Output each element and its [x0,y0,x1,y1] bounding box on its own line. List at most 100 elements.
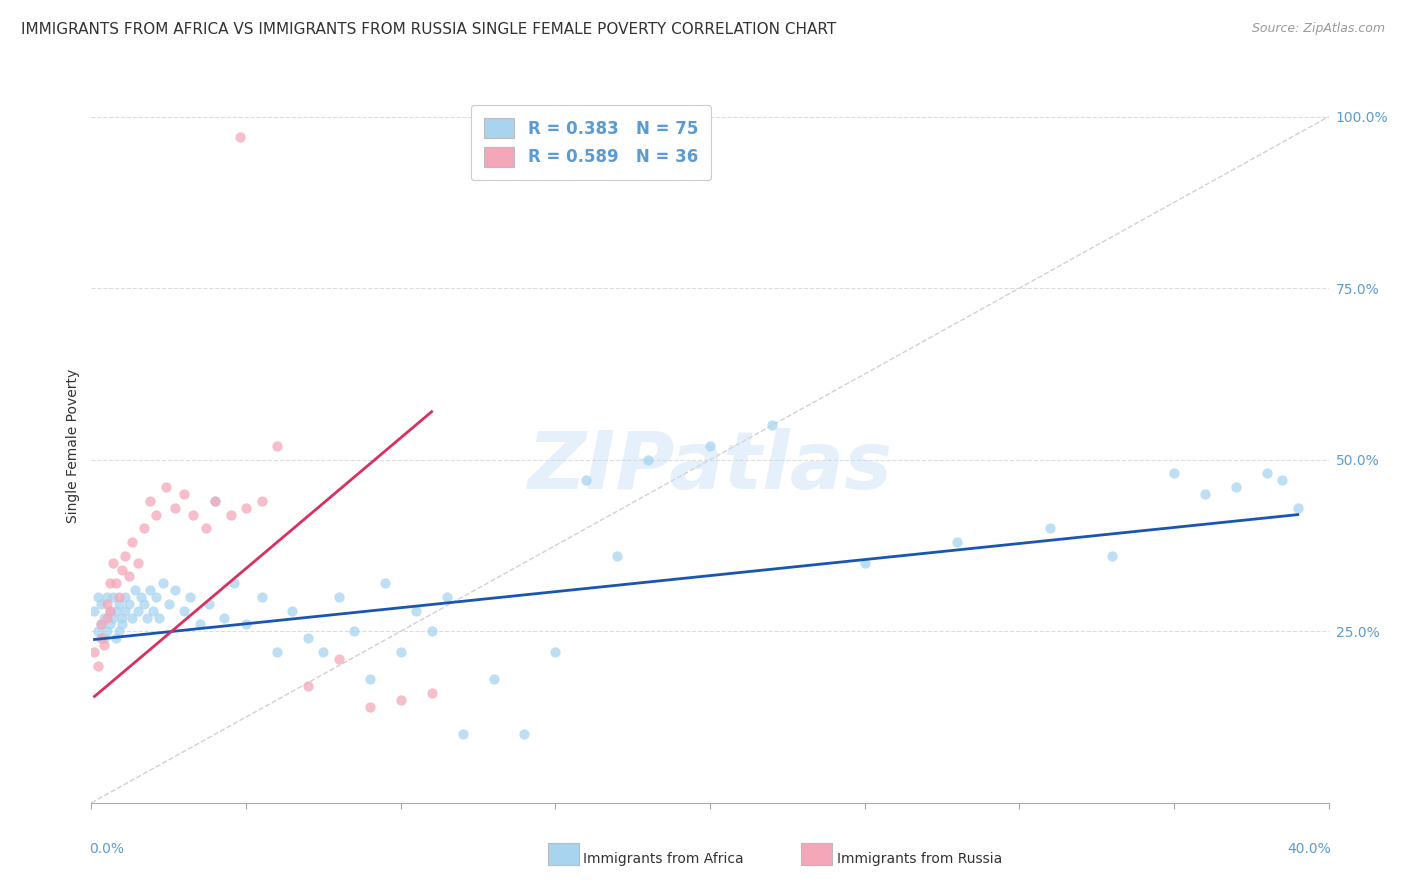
Text: Immigrants from Russia: Immigrants from Russia [837,852,1002,866]
Point [145,508,167,522]
Point [105,631,128,645]
Point [1194,487,1216,501]
Point [90,617,112,632]
Point [761,418,783,433]
Point [90,597,112,611]
Point [111,610,134,624]
Point [117,569,139,583]
Point [96,590,118,604]
Point [482,673,505,687]
Point [420,624,443,639]
Point [389,645,412,659]
Point [198,597,221,611]
Point [1256,467,1278,481]
Point [98,604,121,618]
Point [606,549,628,563]
Point [86,658,108,673]
Point [173,604,195,618]
Point [83,604,105,618]
Point [250,590,273,604]
Point [374,576,396,591]
Point [132,597,155,611]
Point [513,727,536,741]
Point [145,590,167,604]
Text: Source: ZipAtlas.com: Source: ZipAtlas.com [1251,22,1385,36]
Point [101,590,124,604]
Point [139,494,162,508]
Point [152,576,174,591]
Point [575,473,598,487]
Point [946,535,969,549]
Point [183,508,205,522]
Point [83,645,105,659]
Point [111,562,134,576]
Point [108,597,131,611]
Point [281,604,304,618]
Point [121,535,143,549]
Point [359,699,381,714]
Point [214,610,236,624]
Point [111,617,134,632]
Point [93,610,115,624]
Point [98,617,121,632]
Point [121,610,143,624]
Point [297,631,319,645]
Point [1039,521,1062,535]
Point [250,494,273,508]
Text: 0.0%: 0.0% [89,842,124,856]
Point [93,638,115,652]
Point [101,610,124,624]
Point [157,597,180,611]
Point [1225,480,1247,494]
Point [96,610,118,624]
Point [173,487,195,501]
Point [312,645,335,659]
Point [105,604,128,618]
Point [108,624,131,639]
Point [266,645,288,659]
Point [389,693,412,707]
Point [127,604,149,618]
Text: Immigrants from Africa: Immigrants from Africa [583,852,744,866]
Point [148,610,170,624]
Point [96,597,118,611]
Point [266,439,288,453]
Point [194,521,217,535]
Point [1286,500,1309,515]
Point [86,624,108,639]
Point [105,576,128,591]
Point [98,576,121,591]
Point [1163,467,1185,481]
Point [188,617,211,632]
Point [86,590,108,604]
Point [108,590,131,604]
Point [136,610,159,624]
Point [163,583,186,598]
Point [451,727,474,741]
Point [132,521,155,535]
Point [222,576,245,591]
Point [101,556,124,570]
Point [1101,549,1123,563]
Point [637,452,659,467]
Y-axis label: Single Female Poverty: Single Female Poverty [66,369,80,523]
Point [359,673,381,687]
Point [328,590,350,604]
Point [114,590,136,604]
Point [96,624,118,639]
Point [219,508,242,522]
Point [142,604,165,618]
Point [204,494,226,508]
Legend: R = 0.383   N = 75, R = 0.589   N = 36: R = 0.383 N = 75, R = 0.589 N = 36 [471,104,711,180]
Text: 40.0%: 40.0% [1288,842,1331,856]
Point [90,617,112,632]
Point [699,439,721,453]
Point [90,631,112,645]
Point [405,604,427,618]
Text: IMMIGRANTS FROM AFRICA VS IMMIGRANTS FROM RUSSIA SINGLE FEMALE POVERTY CORRELATI: IMMIGRANTS FROM AFRICA VS IMMIGRANTS FRO… [21,22,837,37]
Point [124,583,146,598]
Point [163,500,186,515]
Point [235,500,257,515]
Point [328,651,350,665]
Point [179,590,201,604]
